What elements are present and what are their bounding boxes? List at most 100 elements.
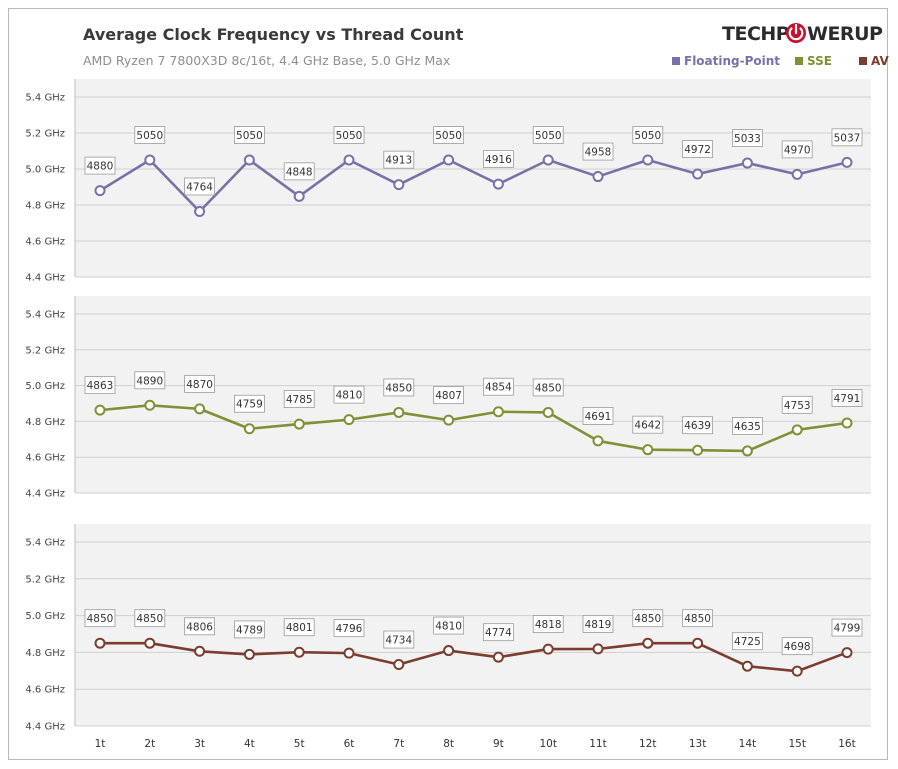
data-label: 4848 [286,166,313,178]
data-label: 4796 [336,623,363,635]
data-label: 4807 [435,390,462,402]
data-point [791,665,803,677]
data-point [194,645,206,657]
y-tick-label: 5.2 GHz [25,574,65,585]
data-label-box [582,407,614,425]
data-label: 4916 [485,154,512,166]
x-tick-label: 3t [194,738,205,750]
data-label-box [532,126,564,144]
data-point [94,404,106,416]
data-point [592,435,604,447]
data-label-box [682,416,713,435]
data-label-box [682,609,713,628]
data-label-box [184,177,216,196]
data-label: 4734 [385,635,412,647]
data-label: 5050 [236,130,263,142]
y-tick-label: 5.4 GHz [25,310,65,321]
plot-area [75,296,871,493]
data-label-box [283,390,315,408]
data-label: 4970 [784,144,811,156]
y-tick-label: 4.4 GHz [25,273,65,284]
data-point [592,643,604,655]
data-point [144,154,156,166]
data-label-box [682,140,713,158]
data-label-box [283,618,315,637]
x-tick-label: 11t [589,738,606,750]
data-label-box [732,417,763,435]
data-label: 4642 [634,420,661,432]
data-label: 4913 [385,155,412,167]
data-label: 5050 [535,130,562,142]
data-label-box [433,386,465,405]
data-point [791,168,803,180]
data-label: 4725 [734,636,761,648]
data-label: 4759 [236,399,263,411]
data-label-box [831,389,863,407]
data-point [542,643,554,655]
data-label-box [184,617,216,636]
y-tick-label: 5.2 GHz [25,345,65,356]
x-tick-label: 12t [639,738,656,750]
data-label: 4789 [236,624,263,636]
data-label: 5050 [336,130,363,142]
data-label: 4764 [186,181,213,193]
data-label-box [632,415,664,434]
data-point [443,645,455,657]
chart-panels: 4.4 GHz 4.6 GHz 4.8 GHz 5.0 GHz 5.2 GHz 5.4 G… [25,79,871,733]
data-point [343,647,355,659]
data-label: 4850 [87,613,114,625]
data-point [692,637,704,649]
x-tick-label: 1t [95,738,106,750]
data-point [642,637,654,649]
data-point [741,157,753,169]
brand-logo: TECHP WERUP [722,23,883,45]
data-label: 4880 [87,161,114,173]
data-label: 4810 [336,390,363,402]
data-point [243,423,255,435]
data-label: 4635 [734,421,761,433]
data-label: 4810 [435,621,462,633]
data-point [741,445,753,457]
data-label-box [532,615,564,633]
y-tick-label: 5.2 GHz [25,129,65,140]
y-tick-label: 4.4 GHz [25,722,65,733]
y-tick-label: 5.4 GHz [25,538,65,549]
data-label: 4639 [684,420,711,432]
data-label-box [333,385,365,404]
data-label: 4850 [136,613,163,625]
data-label-box [134,126,166,144]
x-tick-label: 5t [294,738,305,750]
data-point [293,190,305,202]
data-label-box [134,609,166,628]
legend-swatch [859,57,867,65]
data-point [791,424,803,436]
data-label-box [582,142,614,161]
data-point [293,418,305,430]
x-tick-label: 14t [739,738,756,750]
data-label: 4698 [784,641,811,653]
data-label: 4799 [834,623,861,635]
data-label: 5037 [834,132,861,144]
data-label: 4850 [535,382,562,394]
x-axis: 1t 2t 3t 4t 5t 6t 7t 8t 9t 10t 11t 12t 13t 14t 15t 16t [95,738,856,750]
data-label-box [383,150,415,169]
data-point [642,154,654,166]
chart-subtitle: AMD Ryzen 7 7800X3D 8c/16t, 4.4 GHz Base… [83,53,450,68]
y-tick-label: 4.8 GHz [25,201,65,212]
data-label: 4791 [834,393,861,405]
data-label-box [732,632,763,651]
data-point [492,651,504,663]
data-point [841,647,853,659]
data-label: 4785 [286,394,313,406]
data-point [343,154,355,166]
data-label-box [283,162,315,181]
data-label: 5050 [136,130,163,142]
data-label: 4806 [186,621,213,633]
data-label: 4774 [485,627,512,639]
data-point [94,185,106,197]
data-point [343,414,355,426]
data-label-box [333,126,365,144]
data-label: 4972 [684,144,711,156]
legend-label: SSE [807,54,832,68]
data-label-box [781,140,813,159]
